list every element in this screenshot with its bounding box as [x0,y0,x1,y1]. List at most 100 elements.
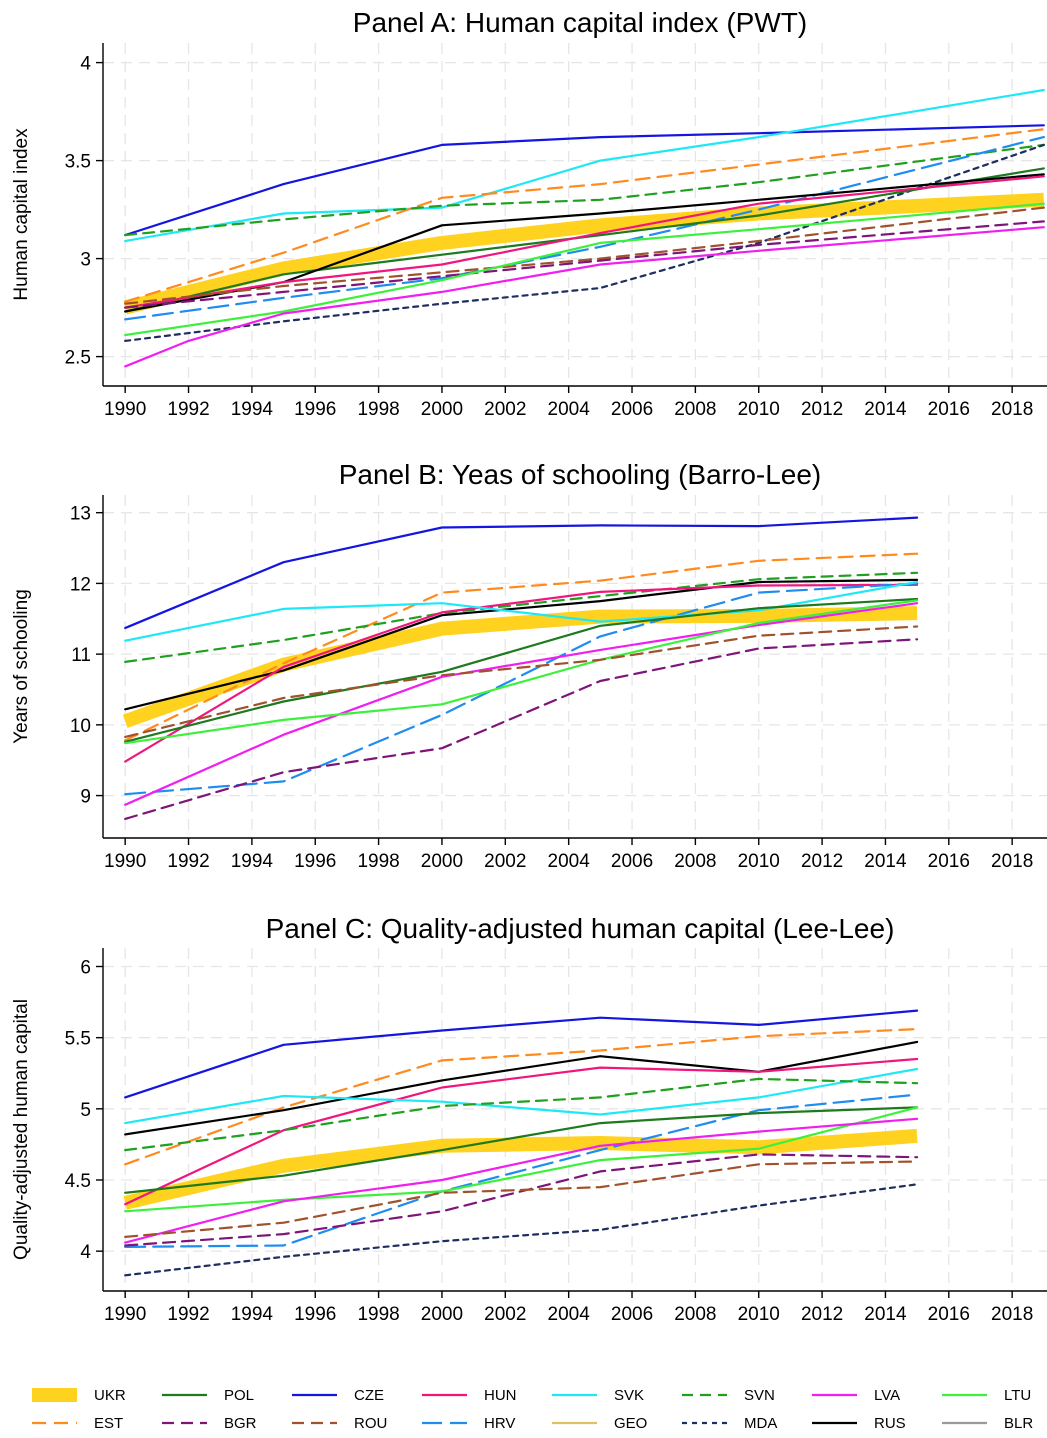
x-tick-label: 1994 [231,1304,274,1325]
series-line-hrv [124,582,919,796]
panel-title: Panel A: Human capital index (PWT) [353,7,807,38]
x-tick-label: 1992 [167,851,209,872]
y-tick-label: 12 [70,574,91,595]
legend-item-rus: RUS [812,1415,906,1432]
series-line-hun [124,583,919,763]
series-line-svn [124,1077,919,1152]
legend-label: EST [94,1415,123,1432]
legend-item-svn: SVN [682,1387,775,1404]
legend-item-pol: POL [162,1387,254,1404]
x-tick-label: 2016 [928,399,970,420]
y-tick-label: 13 [70,504,91,525]
y-tick-label: 5 [80,1100,91,1121]
series-line-est [124,128,1045,303]
legend-item-est: EST [32,1415,123,1432]
series-line-rus [124,1040,919,1136]
series-line-svk [124,1067,919,1125]
legend-item-hun: HUN [422,1387,517,1404]
x-tick-label: 2014 [864,851,907,872]
x-tick-label: 2018 [991,851,1033,872]
x-tick-label: 2008 [674,851,716,872]
legend-label: UKR [94,1387,126,1404]
panel-c: Panel C: Quality-adjusted human capital … [11,913,1047,1325]
y-tick-label: 4.5 [65,1171,91,1192]
legend-label: BLR [1004,1415,1033,1432]
x-tick-label: 1998 [357,1304,399,1325]
x-tick-label: 1998 [357,399,399,420]
legend-label: SVK [614,1387,644,1404]
series-line-ukr [123,192,1045,315]
series-line-rus [124,578,919,711]
grid [103,948,1047,1291]
legend: UKR POL CZE HUN SVK SVN LVA LTU EST BGR ROU HRV GEO M… [32,1387,1033,1432]
legend-label: POL [224,1387,254,1404]
series-line-rou [124,206,1045,305]
x-tick-label: 2006 [611,399,653,420]
legend-item-ltu: LTU [942,1387,1031,1404]
x-tick-label: 1990 [104,399,146,420]
y-tick-label: 3.5 [65,152,91,173]
series-line-hun [124,1057,919,1206]
series-line-bgr [124,1153,919,1247]
y-tick-label: 4 [80,54,91,75]
series-line-rus [124,173,1045,313]
x-tick-label: 2010 [738,851,780,872]
x-tick-label: 2000 [421,1304,463,1325]
series-line-mda [124,143,1045,342]
legend-label: MDA [744,1415,777,1432]
legend-item-blr: BLR [942,1415,1033,1432]
x-tick-label: 2002 [484,851,526,872]
series-line-pol [124,167,1045,313]
legend-item-geo: GEO [552,1415,647,1432]
series-line-rou [124,1160,919,1239]
legend-label: HUN [484,1387,517,1404]
legend-item-svk: SVK [552,1387,644,1404]
series-line-ukr [122,606,918,728]
x-tick-label: 2006 [611,1304,653,1325]
legend-label: RUS [874,1415,906,1432]
x-tick-label: 1996 [294,399,336,420]
x-tick-label: 2012 [801,851,843,872]
legend-item-cze: CZE [292,1387,384,1404]
x-tick-label: 1992 [167,399,209,420]
x-tick-label: 2012 [801,1304,843,1325]
series-line-bgr [124,638,919,821]
y-tick-label: 5.5 [65,1029,91,1050]
x-tick-label: 2010 [738,399,780,420]
x-tick-label: 2004 [548,399,591,420]
x-tick-label: 1992 [167,1304,209,1325]
series-line-svk [124,88,1045,243]
legend-label: GEO [614,1415,647,1432]
x-tick-label: 1998 [357,851,399,872]
y-axis-label: Years of schooling [11,589,32,744]
legend-label: ROU [354,1415,387,1432]
x-tick-label: 1996 [294,851,336,872]
x-tick-label: 2012 [801,399,843,420]
series-line-svn [124,143,1045,237]
series-line-ltu [124,599,919,745]
series-line-mda [124,1183,919,1277]
series-line-bgr [124,220,1045,309]
x-tick-label: 2018 [991,399,1033,420]
y-tick-label: 9 [80,787,91,808]
legend-label: LTU [1004,1387,1031,1404]
series-line-lva [124,226,1045,368]
legend-label: HRV [484,1415,515,1432]
series-line-cze [124,124,1045,237]
series-line-hrv [124,1093,919,1249]
x-tick-label: 2004 [548,851,591,872]
grid [103,43,1047,386]
series-line-lva [124,1117,919,1244]
x-tick-label: 1990 [104,851,146,872]
x-tick-label: 2002 [484,1304,526,1325]
panel-title: Panel C: Quality-adjusted human capital … [266,913,895,944]
x-tick-label: 2000 [421,851,463,872]
y-tick-label: 11 [71,645,91,666]
y-tick-label: 3 [80,250,91,271]
legend-item-hrv: HRV [422,1415,515,1432]
series-line-ltu [124,1106,919,1213]
series-line-lva [124,602,919,806]
x-tick-label: 2006 [611,851,653,872]
series-line-hun [124,175,1045,309]
